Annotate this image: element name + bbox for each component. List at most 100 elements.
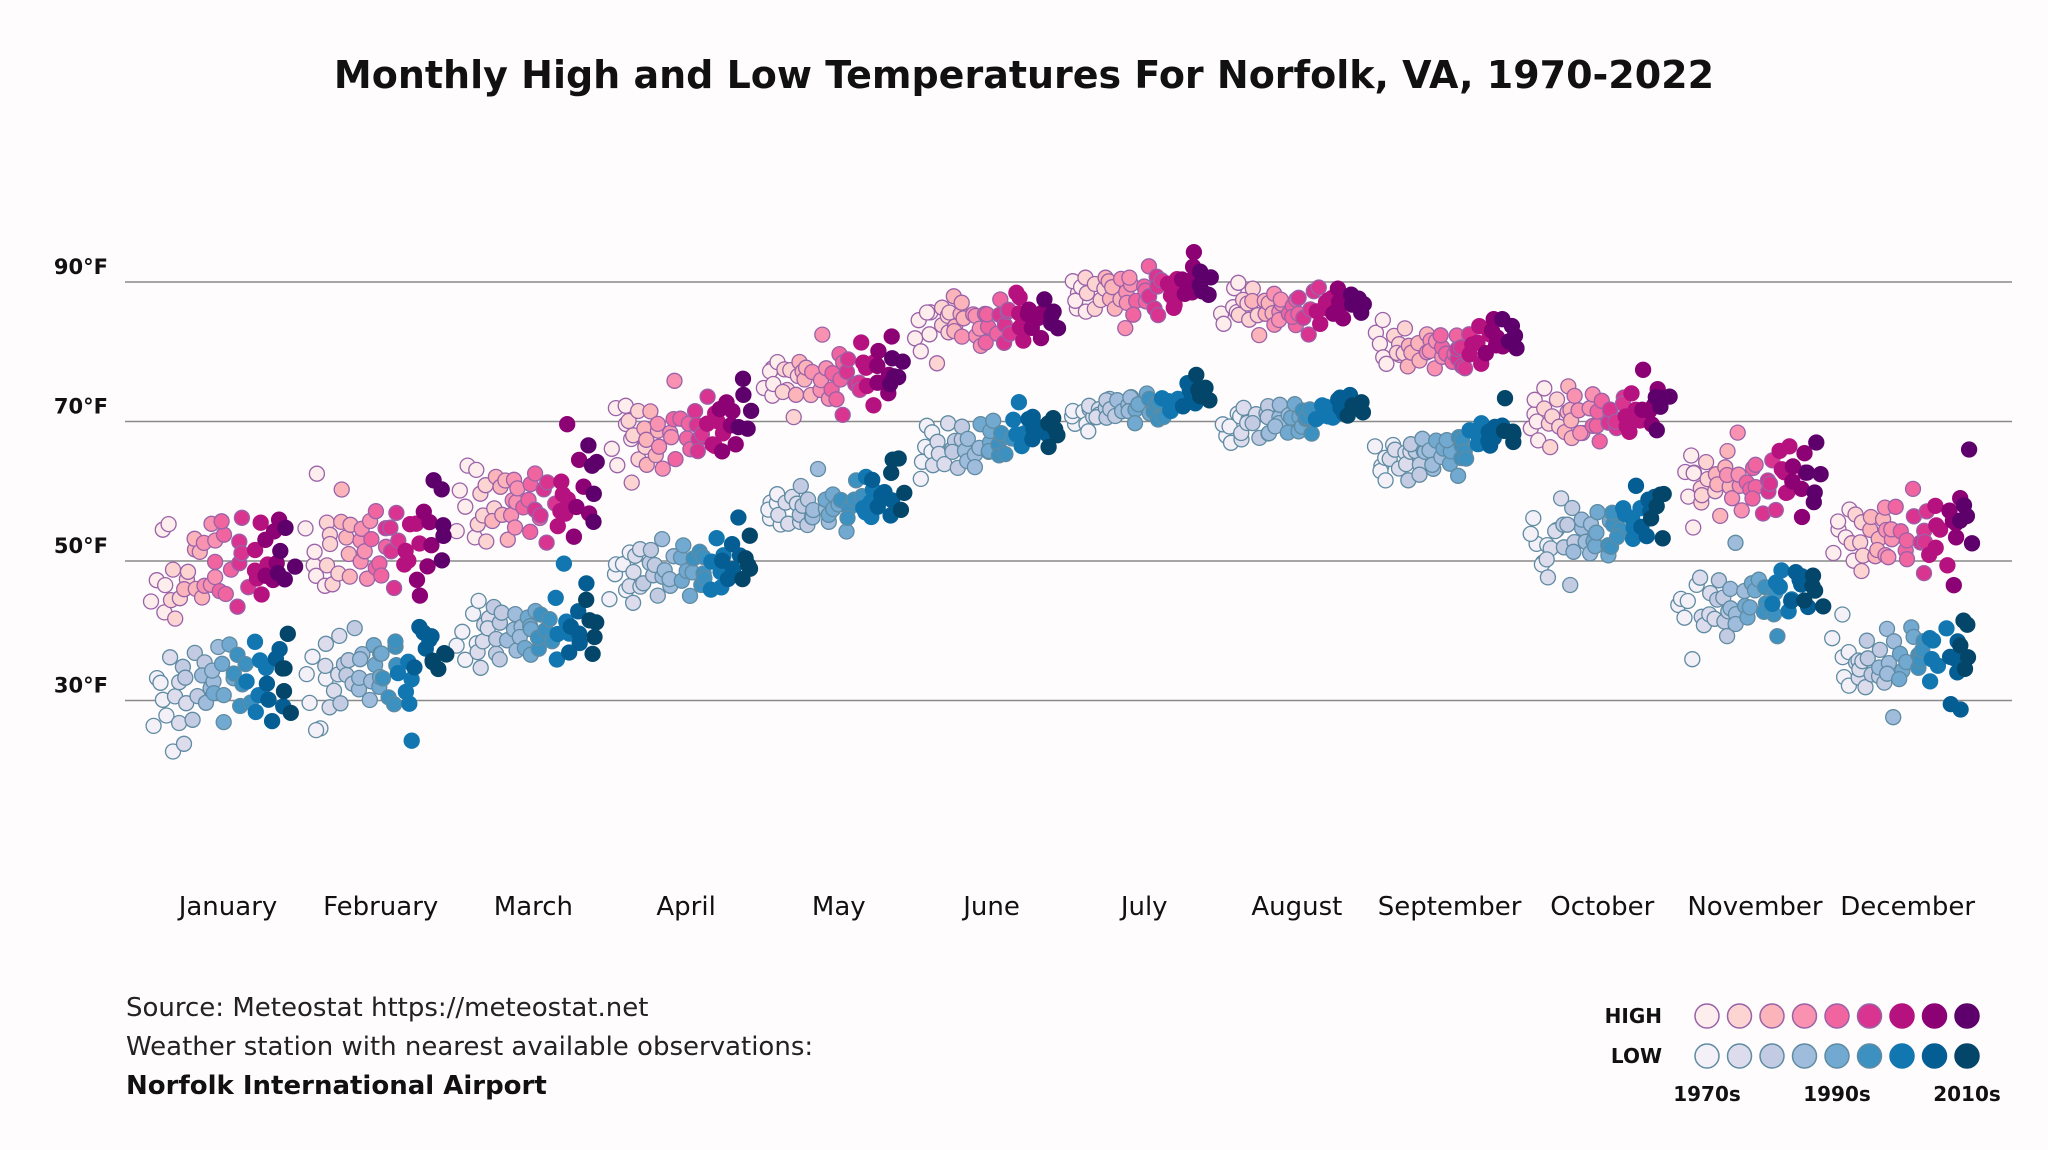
- low-temp-point: [436, 644, 453, 662]
- high-temp-point: [1761, 475, 1779, 492]
- low-temp-point: [1924, 632, 1942, 649]
- low-temp-point: [1552, 490, 1570, 507]
- high-temp-point: [1215, 315, 1232, 332]
- low-temp-point: [1684, 651, 1701, 668]
- high-temp-point: [363, 530, 380, 548]
- low-temp-point: [331, 627, 348, 645]
- low-temp-point: [570, 603, 587, 620]
- low-temp-point: [387, 633, 404, 650]
- legend-high-swatch: [1759, 1003, 1785, 1029]
- high-temp-point: [1853, 562, 1870, 580]
- month-label: April: [656, 892, 715, 922]
- low-temp-point: [570, 625, 588, 642]
- legend-high-swatch: [1856, 1003, 1883, 1029]
- high-temp-point: [318, 557, 336, 574]
- low-temp-point: [1773, 562, 1790, 579]
- high-temp-point: [1898, 532, 1915, 549]
- high-temp-point: [1880, 549, 1897, 566]
- high-temp-point: [423, 537, 440, 554]
- high-temp-point: [1125, 306, 1142, 323]
- high-temp-point: [1958, 507, 1976, 525]
- high-temp-point: [468, 461, 485, 479]
- high-temp-point: [478, 533, 495, 550]
- high-temp-point: [1456, 360, 1474, 377]
- low-temp-point: [959, 430, 976, 448]
- low-temp-point: [1871, 641, 1889, 659]
- low-temp-point: [939, 415, 957, 432]
- high-temp-point: [565, 528, 583, 545]
- high-temp-point: [724, 402, 741, 420]
- low-temp-point: [1727, 534, 1744, 551]
- high-temp-point: [585, 485, 602, 502]
- high-temp-point: [373, 567, 390, 584]
- low-temp-point: [145, 717, 162, 735]
- high-temp-point: [233, 509, 251, 526]
- high-temp-point: [367, 503, 385, 520]
- low-temp-point: [578, 575, 595, 592]
- high-temp-point: [1712, 507, 1729, 525]
- low-temp-point: [1952, 637, 1969, 654]
- high-temp-point: [1396, 320, 1414, 337]
- low-temp-point: [317, 635, 335, 652]
- low-temp-point: [1891, 670, 1908, 688]
- legend-high-swatch: [1954, 1003, 1980, 1029]
- high-temp-point: [277, 519, 294, 536]
- high-temp-point: [654, 460, 671, 477]
- chart-title: Monthly High and Low Temperatures For No…: [334, 53, 1714, 97]
- low-temp-point: [164, 743, 182, 760]
- low-temp-point: [325, 682, 343, 699]
- source-text: Source: Meteostat https://meteostat.net: [126, 993, 648, 1023]
- high-temp-point: [252, 514, 269, 531]
- legend-low-swatch: [1889, 1043, 1915, 1069]
- high-temp-point: [1927, 497, 1944, 515]
- month-label: September: [1378, 892, 1522, 922]
- low-temp-point: [997, 445, 1014, 463]
- low-temp-point: [681, 587, 699, 605]
- low-temp-point: [158, 707, 175, 724]
- low-temp-point: [1859, 650, 1876, 667]
- high-temp-point: [1729, 424, 1746, 441]
- low-temp-point: [547, 589, 564, 607]
- high-temp-point: [1043, 307, 1060, 324]
- low-temp-point: [1722, 580, 1739, 598]
- high-temp-point: [272, 542, 289, 560]
- high-temp-point: [785, 408, 802, 426]
- high-temp-point: [774, 383, 791, 401]
- legend-high-swatch: [1726, 1003, 1753, 1029]
- low-temp-point: [1565, 543, 1582, 560]
- high-temp-point: [1015, 332, 1032, 349]
- legend-low-swatch: [1694, 1043, 1720, 1069]
- high-temp-point: [1744, 490, 1761, 507]
- high-temp-point: [217, 585, 234, 603]
- low-temp-point: [555, 555, 573, 572]
- high-temp-point: [213, 513, 230, 530]
- high-temp-point: [1798, 464, 1816, 481]
- high-temp-point: [276, 571, 293, 588]
- high-temp-point: [385, 579, 403, 597]
- high-temp-point: [921, 326, 938, 343]
- high-temp-point: [603, 440, 620, 457]
- high-temp-point: [650, 438, 668, 455]
- high-temp-point: [839, 351, 857, 368]
- low-temp-point: [346, 619, 363, 637]
- high-temp-point: [1251, 326, 1268, 344]
- high-temp-point: [1426, 360, 1443, 377]
- y-tick-label: 30°F: [54, 674, 108, 698]
- high-temp-point: [532, 507, 549, 524]
- high-temp-point: [1536, 380, 1553, 397]
- low-temp-point: [385, 696, 403, 713]
- low-temp-point: [491, 651, 508, 668]
- high-temp-point: [1723, 490, 1741, 507]
- high-temp-point: [1812, 466, 1829, 483]
- high-temp-point: [526, 465, 544, 482]
- high-temp-point: [1661, 388, 1678, 405]
- month-label: February: [323, 892, 438, 922]
- low-temp-point: [1024, 408, 1041, 426]
- low-temp-point: [642, 541, 660, 559]
- legend: HIGH LOW 1970s 1990s 2010s: [1605, 1003, 2001, 1106]
- low-temp-point: [541, 611, 558, 628]
- low-temp-point: [578, 591, 595, 608]
- high-temp-point: [164, 561, 182, 578]
- low-temp-point: [1522, 525, 1539, 543]
